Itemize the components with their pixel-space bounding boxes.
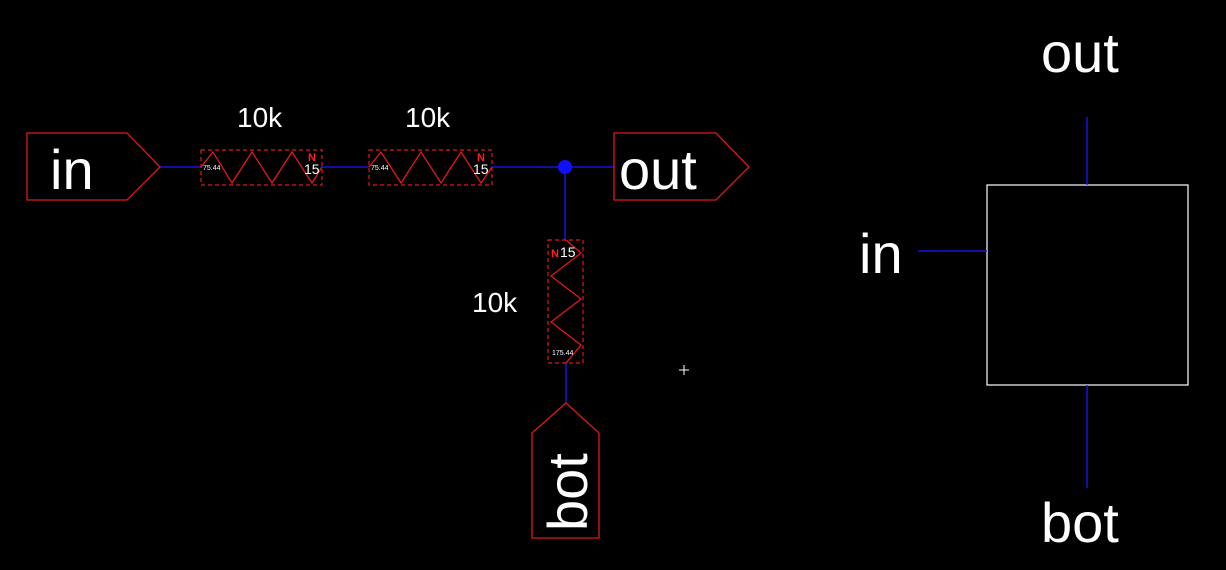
pin-out[interactable]: out [613, 132, 750, 201]
symbol-body [986, 184, 1189, 386]
resistor-r3-value: 10k [472, 287, 518, 318]
symbol-pin-bot-label: bot [1041, 491, 1119, 554]
symbol-pin-in-label: in [859, 222, 903, 285]
resistor-r1-marker: N [308, 152, 316, 164]
resistor-r3-param: 175.44 [552, 350, 574, 357]
resistor-r1-count: 15 [304, 161, 320, 177]
resistor-r2-count: 15 [473, 161, 489, 177]
resistor-r3-count: 15 [560, 244, 576, 260]
resistor-r2-param: 75.44 [371, 165, 389, 172]
resistor-r3[interactable]: N 15 175.44 10k [472, 239, 584, 364]
pin-bot-shape [531, 402, 600, 539]
resistor-r1-zigzag [200, 150, 323, 185]
pin-in-shape [26, 132, 161, 201]
resistor-r1[interactable]: 75.44 N 15 10k [200, 102, 323, 186]
resistor-r2[interactable]: 75.44 N 15 10k [368, 102, 493, 186]
resistor-r2-value: 10k [405, 102, 451, 133]
resistor-r3-marker: N [551, 248, 559, 260]
pin-out-shape [613, 132, 750, 201]
resistor-r1-body [200, 149, 323, 186]
pin-in[interactable]: in [26, 132, 161, 201]
pin-bot-label: bot [536, 453, 599, 531]
resistor-r3-zigzag [549, 239, 583, 364]
resistor-r2-marker: N [477, 152, 485, 164]
resistor-r1-value: 10k [237, 102, 283, 133]
pin-out-label: out [619, 138, 697, 201]
cursor-crosshair-icon [679, 365, 689, 375]
resistor-r3-body [547, 239, 584, 364]
pin-in-label: in [50, 138, 94, 201]
pin-bot[interactable]: bot [531, 402, 600, 539]
block-symbol[interactable]: out in bot [859, 21, 1189, 554]
resistor-r2-zigzag [368, 150, 493, 185]
symbol-pin-out-label: out [1041, 21, 1119, 84]
resistor-r1-param: 75.44 [203, 165, 221, 172]
junction-dot[interactable] [558, 160, 572, 174]
